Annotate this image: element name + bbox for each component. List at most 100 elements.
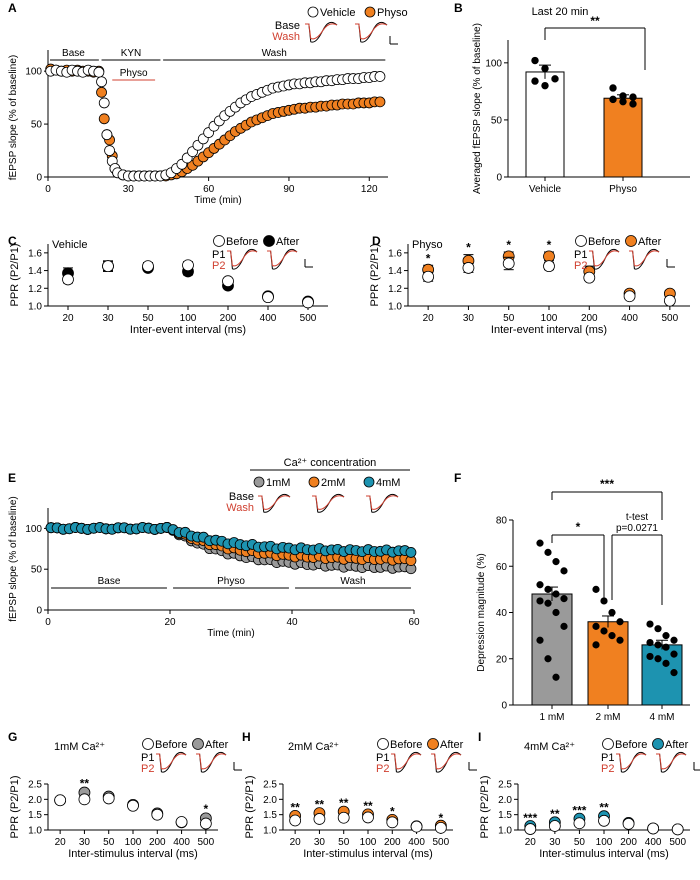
- C-legend-marker: [263, 235, 275, 247]
- I-x-tick-label: 400: [645, 837, 662, 848]
- I-point-before: [548, 820, 561, 832]
- G-trace-label: P2: [141, 763, 154, 775]
- G-x-tick-label: 100: [125, 837, 142, 848]
- A-phase-label: Base: [62, 48, 85, 59]
- F-dot: [608, 608, 616, 617]
- H-point-before: [362, 811, 374, 824]
- D-x-tick-label: 20: [423, 313, 435, 324]
- D-point-before: [623, 290, 636, 303]
- D-trace-after-red: [629, 250, 660, 267]
- A-x-tick-label: 120: [361, 184, 378, 195]
- D-point-before: [663, 294, 676, 307]
- E-phase-label: Physo: [217, 576, 245, 587]
- A-phase-label: KYN: [121, 48, 142, 59]
- I-trace-label: P2: [601, 763, 614, 775]
- H-x-tick-label: 200: [384, 837, 401, 848]
- G-point-before: [151, 808, 164, 821]
- F-y-tick-label: 60: [496, 562, 508, 573]
- E-phase-label: Base: [98, 576, 121, 587]
- E-x-tick-label: 0: [45, 617, 51, 628]
- F-dot: [536, 636, 544, 644]
- F-ttest-label: t-test: [626, 512, 648, 523]
- E-legend-marker: [363, 476, 375, 488]
- A-point-vehicle: [98, 97, 110, 109]
- C-y-tick-label: 1.4: [28, 266, 42, 277]
- A-y-axis-title: fEPSP slope (% of baseline): [8, 55, 19, 180]
- H-point-before: [386, 816, 399, 829]
- C-x-tick-label: 400: [260, 313, 277, 324]
- C-trace-label: P2: [212, 260, 225, 272]
- C-x-axis-title: Inter-event interval (ms): [130, 324, 246, 336]
- F-x-tick-label: 4 mM: [650, 712, 675, 723]
- I-sig-label: **: [550, 807, 560, 821]
- G-legend-marker: [142, 738, 154, 750]
- F-dot: [552, 673, 560, 681]
- H-trace-label: P2: [376, 763, 389, 775]
- H-trace-label: P1: [376, 752, 389, 764]
- B-dot: [629, 93, 637, 101]
- F-dot: [670, 669, 678, 677]
- A-point-vehicle: [104, 145, 115, 156]
- C-point-before: [142, 260, 154, 273]
- F-dot: [592, 641, 600, 649]
- G-trace-before-red: [156, 753, 187, 770]
- G-x-tick-label: 500: [198, 837, 215, 848]
- F-dot: [646, 638, 654, 647]
- F-dot: [616, 636, 624, 644]
- I-x-tick-label: 20: [525, 837, 537, 848]
- C-y-tick-label: 1.6: [28, 248, 42, 259]
- D-point-before: [462, 262, 475, 274]
- E-y-tick-label: 50: [31, 565, 43, 576]
- I-trace-after-red: [656, 753, 687, 770]
- H-y-tick-label: 1.5: [263, 810, 277, 821]
- E-x-tick-label: 40: [286, 617, 298, 628]
- E-trace-label: Base: [229, 491, 254, 503]
- F-sig-label: ***: [600, 477, 614, 491]
- A-legend-marker: [364, 6, 376, 18]
- G-legend-label: After: [205, 739, 229, 751]
- B-y-tick-label: 50: [491, 115, 503, 126]
- F-y-tick-label: 80: [496, 516, 508, 527]
- I-point-before: [647, 822, 660, 835]
- H-sig-label: **: [290, 800, 300, 814]
- F-bar: [587, 621, 629, 706]
- G-x-tick-label: 400: [173, 837, 190, 848]
- E-legend-title: Ca²⁺ concentration: [284, 457, 377, 469]
- I-y-axis-title: PPR (P2/P1): [479, 776, 491, 839]
- I-trace-before-red: [616, 753, 647, 770]
- D-x-tick-label: 200: [581, 313, 598, 324]
- A-trace-vehicle-red: [305, 23, 338, 40]
- F-dot: [670, 636, 678, 644]
- I-y-tick-label: 2.5: [498, 780, 512, 791]
- E-y-axis-title: fEPSP slope (% of baseline): [8, 496, 19, 621]
- A-x-axis-title: Time (min): [194, 195, 241, 206]
- D-x-tick-label: 500: [662, 313, 679, 324]
- B-dot: [619, 97, 627, 106]
- F-dot: [600, 627, 608, 635]
- G-x-tick-label: 30: [79, 837, 91, 848]
- C-x-tick-label: 50: [142, 313, 154, 324]
- H-legend-marker: [427, 738, 439, 750]
- B-bar: [603, 97, 643, 178]
- panel-label-F: F: [454, 471, 461, 485]
- A-legend-label: Physo: [377, 7, 408, 19]
- C-y-tick-label: 1.0: [28, 302, 42, 313]
- H-y-axis-title: PPR (P2/P1): [244, 776, 256, 839]
- G-y-axis-title: PPR (P2/P1): [9, 776, 21, 839]
- D-y-tick-label: 1.0: [388, 302, 402, 313]
- H-x-tick-label: 30: [314, 837, 326, 848]
- G-y-tick-label: 2.0: [28, 795, 42, 806]
- A-x-tick-label: 60: [203, 184, 215, 195]
- B-dot: [551, 75, 559, 83]
- D-trace-before-red: [589, 250, 620, 267]
- I-point-before: [524, 823, 537, 835]
- A-trace-physo-red: [355, 23, 388, 40]
- D-x-tick-label: 400: [621, 313, 638, 324]
- I-x-tick-label: 50: [574, 837, 586, 848]
- H-x-axis-title: Inter-stimulus interval (ms): [303, 848, 433, 860]
- G-y-tick-label: 2.5: [28, 780, 42, 791]
- H-y-tick-label: 1.0: [263, 826, 277, 837]
- H-point-before: [434, 821, 447, 834]
- G-point-before: [78, 793, 91, 806]
- E-trace-1mM-red: [258, 495, 291, 510]
